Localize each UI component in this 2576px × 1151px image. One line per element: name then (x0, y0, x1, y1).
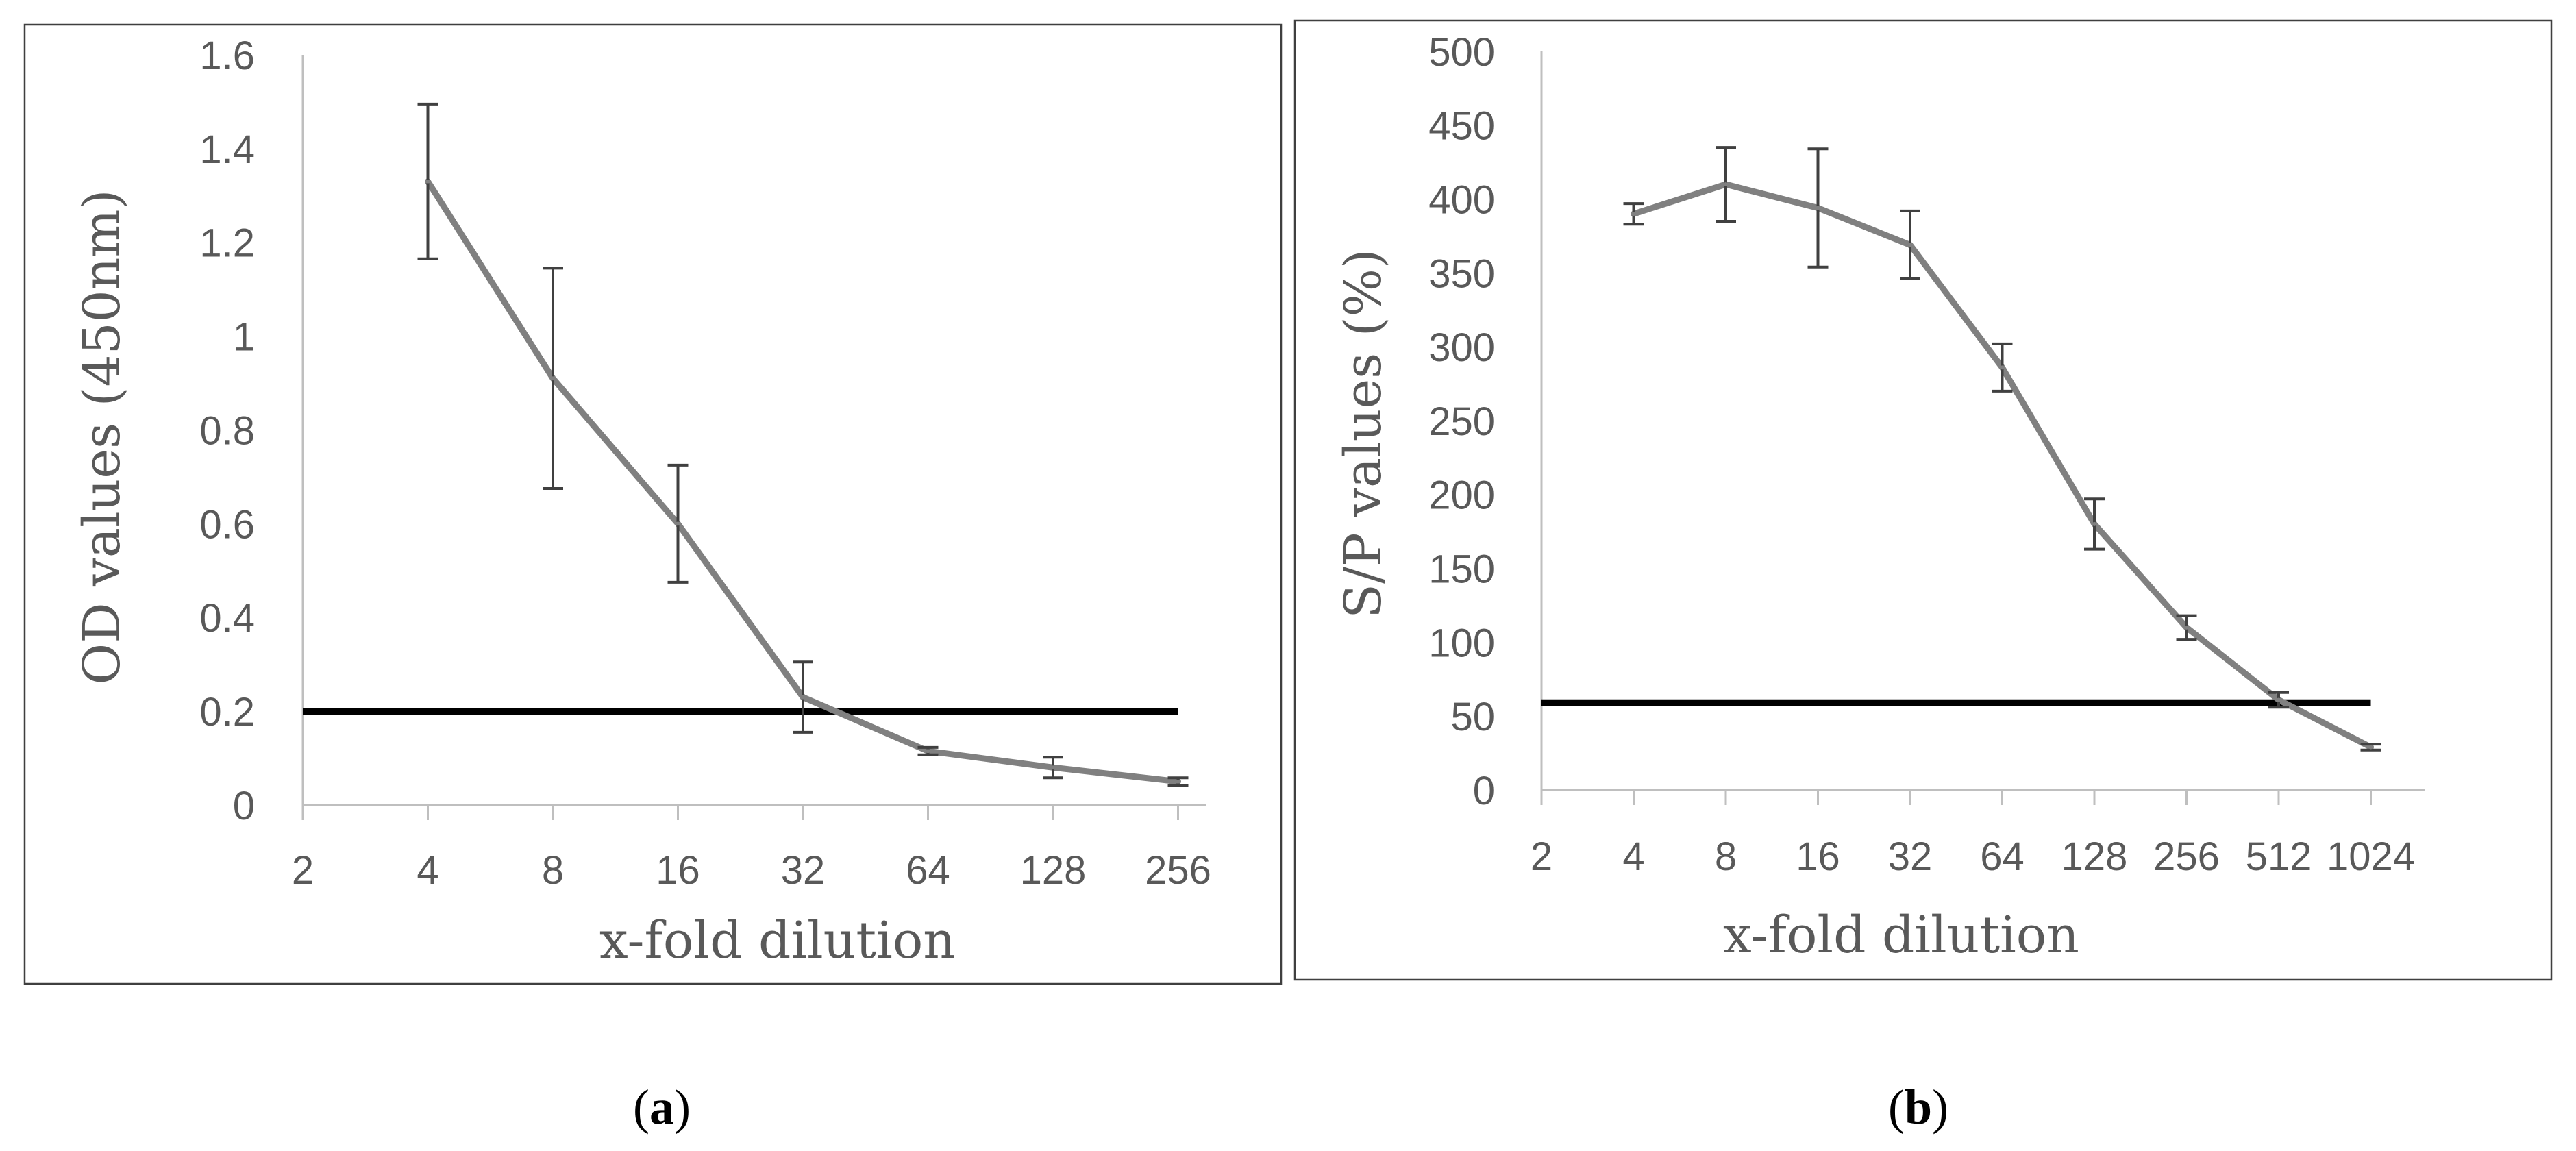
panel-label-b-letter: b (1905, 1080, 1932, 1135)
y-tick-label: 100 (1428, 621, 1495, 665)
data-point (1816, 206, 1820, 210)
data-point (1908, 243, 1912, 247)
x-tick-label: 8 (1715, 834, 1737, 879)
data-point (2000, 365, 2005, 370)
x-tick-label: 64 (906, 848, 950, 893)
x-tick-label: 256 (1145, 848, 1211, 893)
x-tick-label: 4 (1622, 834, 1644, 879)
x-tick-label: 64 (1980, 834, 2024, 879)
y-tick-label: 1.6 (199, 34, 255, 78)
y-tick-label: 1.4 (199, 127, 255, 172)
y-tick-label: 150 (1428, 547, 1495, 591)
x-tick-label: 8 (542, 848, 564, 893)
x-tick-label: 32 (781, 848, 826, 893)
data-point (1051, 765, 1055, 770)
plot-area-b: 0 50 100 150 200 250 300 350 400 450 500 2 4 8 16 32 64 1… (1428, 30, 2425, 879)
panel-label-a-close: ) (674, 1080, 691, 1135)
x-tick-label: 2 (292, 848, 314, 893)
plot-area-a: 0 0.2 0.4 0.6 0.8 1 1.2 1.4 1.6 2 4 8 16 32 64 128 256 (199, 34, 1211, 893)
data-point (551, 376, 555, 381)
panel-label-a-open: ( (633, 1080, 649, 1135)
data-point (2368, 745, 2373, 750)
panel-label-b-close: ) (1932, 1080, 1948, 1135)
x-tick-label: 128 (2061, 834, 2128, 879)
data-point (2184, 625, 2189, 630)
y-tick-label: 50 (1450, 695, 1495, 739)
x-tick-label: 128 (1020, 848, 1087, 893)
data-point (1631, 212, 1636, 216)
x-tick-label: 2 (1531, 834, 1552, 879)
x-axis-title-a: x-fold dilution (599, 911, 956, 970)
data-point (926, 749, 930, 754)
y-tick-label: 500 (1428, 30, 1495, 75)
y-tick-label: 0 (233, 784, 255, 828)
y-tick-label: 1 (233, 315, 255, 360)
data-point (1724, 182, 1728, 187)
y-tick-label: 1.2 (199, 221, 255, 266)
x-tick-label: 1024 (2327, 834, 2415, 879)
series-line-b (1631, 181, 2374, 750)
panel-label-b: (b) (1888, 1080, 1948, 1135)
y-tick-label: 200 (1428, 473, 1495, 518)
x-tick-label: 256 (2153, 834, 2220, 879)
chart-panel-a: OD values (450nm) 0 0.2 0.4 0.6 0.8 1 1.2 1.4 1.… (23, 23, 1283, 985)
panel-label-a-letter: a (649, 1080, 674, 1135)
data-point (676, 521, 680, 526)
data-point (2277, 697, 2281, 702)
data-point (425, 179, 430, 184)
y-tick-label: 0.8 (199, 408, 255, 453)
x-tick-label: 16 (1796, 834, 1840, 879)
y-axis-title-b: S/P values (%) (1334, 249, 1393, 619)
x-tick-label: 32 (1888, 834, 1933, 879)
y-tick-label: 0.6 (199, 502, 255, 547)
y-tick-label: 0 (1473, 769, 1495, 813)
chart-panel-b: S/P values (%) 0 50 100 150 200 250 300 350 400 4… (1293, 19, 2553, 981)
data-point (801, 695, 805, 700)
y-tick-label: 250 (1428, 399, 1495, 444)
chart-frame-b (1293, 19, 2553, 981)
y-tick-label: 300 (1428, 325, 1495, 370)
panel-label-b-open: ( (1888, 1080, 1905, 1135)
y-tick-label: 350 (1428, 251, 1495, 296)
panel-label-a: (a) (633, 1080, 691, 1135)
y-tick-label: 400 (1428, 177, 1495, 222)
data-point (2092, 521, 2096, 526)
x-tick-label: 4 (417, 848, 438, 893)
x-axis-title-b: x-fold dilution (1723, 906, 2079, 965)
x-tick-label: 512 (2246, 834, 2312, 879)
data-point (1176, 779, 1180, 784)
chart-frame-a (23, 23, 1283, 985)
y-axis-title-a: OD values (450nm) (73, 190, 132, 685)
y-tick-label: 0.4 (199, 596, 255, 641)
y-tick-label: 0.2 (199, 690, 255, 734)
x-tick-label: 16 (656, 848, 700, 893)
y-tick-label: 450 (1428, 104, 1495, 149)
